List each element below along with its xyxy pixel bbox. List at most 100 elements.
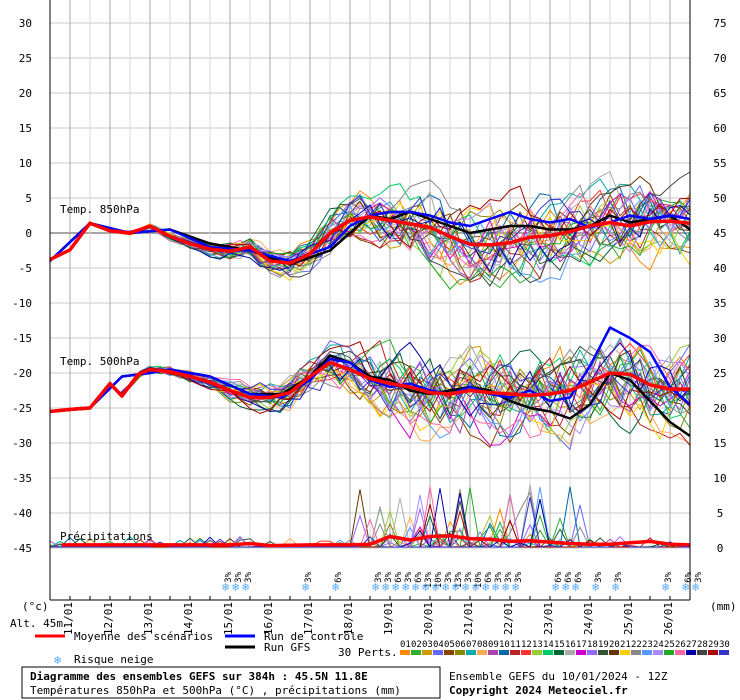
- pert-number: 16: [565, 640, 576, 650]
- pert-number: 09: [488, 640, 499, 650]
- snowflake-icon: ❄: [462, 580, 469, 594]
- left-tick-label: -20: [12, 367, 32, 380]
- pert-swatch: [466, 650, 476, 655]
- x-date-label: 22/01: [502, 602, 515, 635]
- right-tick-label: 5: [717, 507, 724, 520]
- snow-risk-percent: 3%: [304, 571, 314, 582]
- snowflake-icon: ❄: [222, 580, 229, 594]
- pert-swatch: [400, 650, 410, 655]
- panel-label-t850: Temp. 850hPa: [60, 203, 139, 216]
- snow-risk-percent: 3%: [374, 571, 384, 582]
- snow-risk-percent: 6%: [334, 571, 344, 582]
- pert-number: 24: [653, 640, 664, 650]
- x-date-label: 13/01: [142, 602, 155, 635]
- left-tick-label: -10: [12, 297, 32, 310]
- legend-perts-label: 30 Perts.: [338, 646, 398, 659]
- footer-subtitle: Températures 850hPa et 500hPa (°C) , pré…: [30, 684, 401, 697]
- right-tick-label: 0: [717, 542, 724, 555]
- legend-gfs-label: Run GFS: [264, 641, 310, 654]
- pert-swatch: [510, 650, 520, 655]
- pert-number: 15: [554, 640, 565, 650]
- snow-risk-percent: 10%: [434, 571, 444, 588]
- pert-swatch: [609, 650, 619, 655]
- snowflake-icon: ❄: [682, 580, 689, 594]
- perturbation-legend: 01 02 03 04 05 06 07 08 09 10 11 12 13 14 15 16 17 18 19 20…: [400, 640, 730, 655]
- left-tick-label: 30: [19, 17, 32, 30]
- panel-label-t500: Temp. 500hPa: [60, 355, 139, 368]
- control-t500-line: [49, 326, 691, 413]
- pert-number: 22: [631, 640, 642, 650]
- left-tick-label: 5: [25, 192, 32, 205]
- snowflake-icon: ❄: [432, 580, 439, 594]
- pert-swatch: [576, 650, 586, 655]
- pert-swatch: [532, 650, 542, 655]
- x-date-label: 16/01: [262, 602, 275, 635]
- pert-t850-line: [49, 192, 691, 268]
- snowflake-icon: ❄: [54, 653, 61, 667]
- snowflake-icon: ❄: [492, 580, 499, 594]
- pert-number: 29: [708, 640, 719, 650]
- snow-risk-percent: 3%: [694, 571, 704, 582]
- left-tick-label: 0: [25, 227, 32, 240]
- snow-risk-percent: 3%: [504, 571, 514, 582]
- right-tick-label: 30: [713, 332, 726, 345]
- snow-risk-percent: 6%: [554, 571, 564, 582]
- pert-number: 27: [686, 640, 697, 650]
- footer-copyright: Copyright 2024 Meteociel.fr: [449, 684, 628, 697]
- right-tick-label: 15: [713, 437, 726, 450]
- pert-number: 12: [521, 640, 532, 650]
- pert-number: 06: [455, 640, 466, 650]
- pert-number: 28: [697, 640, 708, 650]
- x-date-label: 19/01: [382, 602, 395, 635]
- snow-risk-row: 3%❄3%❄3%❄3%❄6%❄3%❄3%❄6%❄3%❄6%❄ 13%❄ 10%❄3%…: [222, 571, 704, 594]
- footer-title: Diagramme des ensembles GEFS sur 384h : …: [30, 670, 368, 683]
- pert-swatch: [488, 650, 498, 655]
- pert-number: 04: [433, 640, 444, 650]
- x-date-label: 11/01: [62, 602, 75, 635]
- pert-swatch: [620, 650, 630, 655]
- snowflake-icon: ❄: [512, 580, 519, 594]
- pert-number: 20: [609, 640, 620, 650]
- snow-risk-percent: 3%: [444, 571, 454, 582]
- snowflake-icon: ❄: [382, 580, 389, 594]
- pert-swatch: [642, 650, 652, 655]
- snowflake-icon: ❄: [482, 580, 489, 594]
- pert-number: 17: [576, 640, 587, 650]
- pert-number: 03: [422, 640, 433, 650]
- right-tick-label: 75: [713, 17, 726, 30]
- snow-risk-percent: 3%: [384, 571, 394, 582]
- pert-swatch: [631, 650, 641, 655]
- snowflake-icon: ❄: [422, 580, 429, 594]
- left-tick-label: -25: [12, 402, 32, 415]
- pert-swatch: [433, 650, 443, 655]
- right-tick-label: 45: [713, 227, 726, 240]
- snowflake-icon: ❄: [302, 580, 309, 594]
- snowflake-icon: ❄: [332, 580, 339, 594]
- x-date-label: 23/01: [542, 602, 555, 635]
- x-date-label: 14/01: [182, 602, 195, 635]
- left-tick-label: -40: [12, 507, 32, 520]
- snowflake-icon: ❄: [452, 580, 459, 594]
- pert-number: 19: [598, 640, 609, 650]
- x-date-label: 20/01: [422, 602, 435, 635]
- pert-swatch: [675, 650, 685, 655]
- gfs-t850-line: [49, 210, 691, 266]
- pert-number: 13: [532, 640, 543, 650]
- pert-number: 02: [411, 640, 422, 650]
- snow-risk-percent: 10%: [474, 571, 484, 588]
- left-tick-label: -35: [12, 472, 32, 485]
- right-tick-label: 70: [713, 52, 726, 65]
- pert-swatch: [411, 650, 421, 655]
- snowflake-icon: ❄: [662, 580, 669, 594]
- pert-swatch: [697, 650, 707, 655]
- right-tick-label: 50: [713, 192, 726, 205]
- pert-number: 18: [587, 640, 598, 650]
- pert-number: 05: [444, 640, 455, 650]
- pert-swatch: [477, 650, 487, 655]
- left-tick-label: -30: [12, 437, 32, 450]
- pert-swatch: [719, 650, 729, 655]
- pert-swatch: [521, 650, 531, 655]
- snow-risk-percent: 6%: [414, 571, 424, 582]
- snowflake-icon: ❄: [372, 580, 379, 594]
